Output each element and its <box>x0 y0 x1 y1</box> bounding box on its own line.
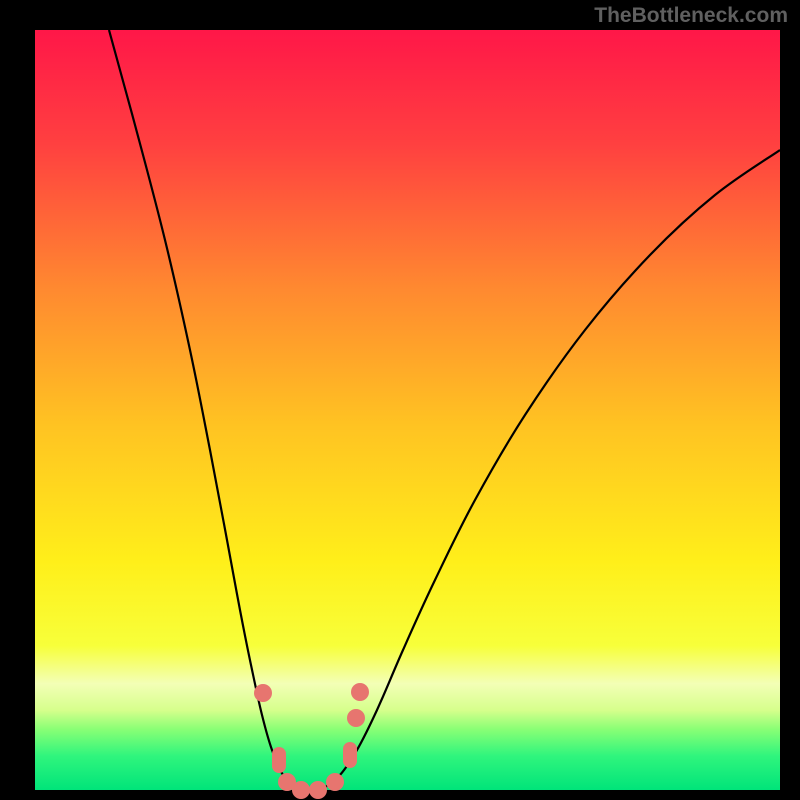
marker-point <box>292 781 310 799</box>
plot-area <box>35 30 780 790</box>
marker-point <box>343 742 357 768</box>
marker-point <box>326 773 344 791</box>
chart-container: TheBottleneck.com <box>0 0 800 800</box>
marker-point <box>254 684 272 702</box>
bottleneck-curve <box>35 30 780 790</box>
marker-point <box>351 683 369 701</box>
marker-point <box>347 709 365 727</box>
marker-point <box>272 747 286 773</box>
curve-path <box>109 30 780 790</box>
marker-point <box>309 781 327 799</box>
watermark-text: TheBottleneck.com <box>594 4 788 28</box>
